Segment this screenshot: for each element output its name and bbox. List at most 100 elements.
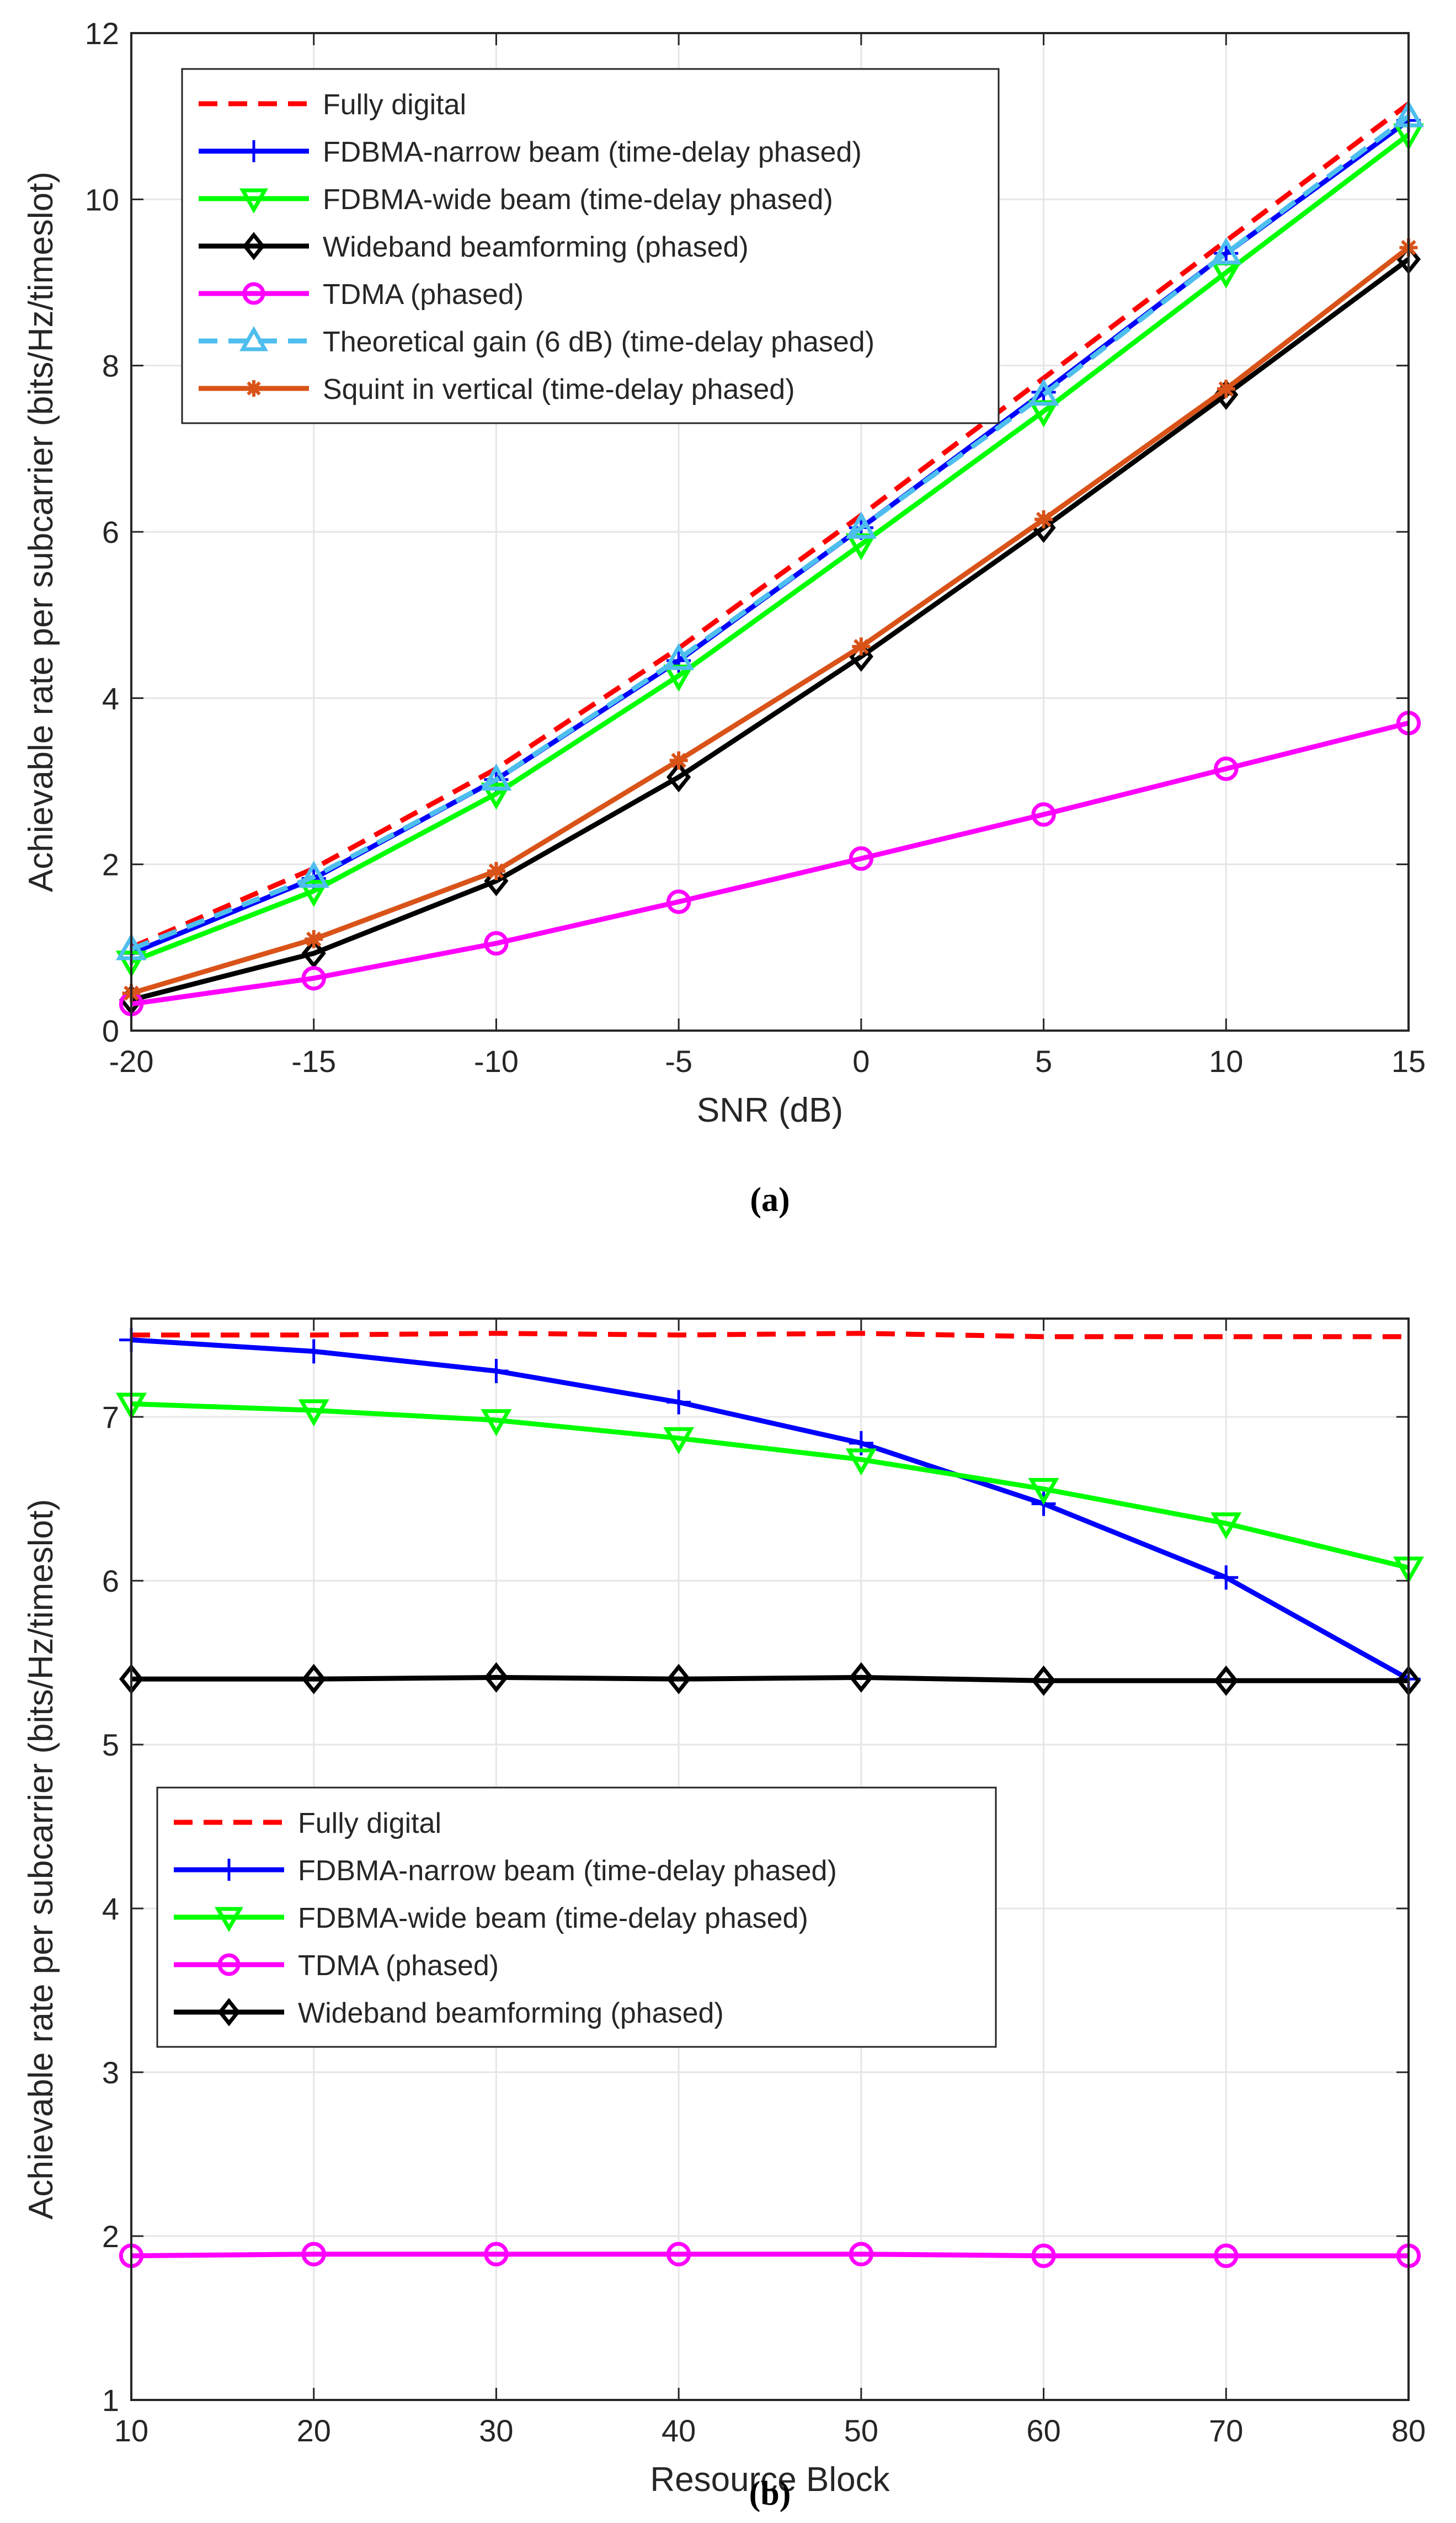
data-point (301, 1339, 326, 1364)
data-point (301, 2242, 326, 2266)
y-tick-label: 2 (102, 2219, 119, 2254)
y-tick-label: 1 (102, 2383, 119, 2418)
y-tick-label: 8 (102, 349, 119, 383)
series-line (130, 114, 1410, 952)
y-tick-label: 10 (85, 182, 119, 217)
data-point (298, 1399, 329, 1427)
legend-label: FDBMA-wide beam (time-delay phased) (323, 184, 833, 216)
y-tick-label: 6 (102, 1564, 119, 1598)
x-tick-label: 10 (1209, 1044, 1243, 1079)
legend-swatch-marker (214, 1907, 244, 1933)
series-line (130, 257, 1410, 1002)
legend-label: Fully digital (298, 1807, 441, 1839)
x-axis-label: Resource Block (650, 2461, 890, 2499)
series-line (130, 102, 1410, 950)
y-tick-label: 3 (102, 2055, 119, 2090)
x-tick-label: -10 (474, 1044, 519, 1079)
x-tick-label: 30 (479, 2413, 513, 2448)
legend-label: Wideband beamforming (phased) (323, 231, 749, 263)
legend-box (181, 68, 1000, 424)
series-4 (119, 1662, 1421, 1696)
x-tick-label: 80 (1391, 2413, 1426, 2448)
x-tick-label: -5 (665, 1044, 692, 1079)
data-point (484, 2242, 509, 2266)
data-point (484, 931, 509, 956)
x-axis-label: SNR (dB) (697, 1091, 843, 1129)
data-point (663, 1427, 695, 1454)
data-point (1210, 237, 1242, 265)
data-point (666, 1390, 691, 1415)
data-point (481, 782, 512, 810)
y-axis-label: Achievable rate per subcarrier (bits/Hz/… (22, 172, 60, 892)
data-point (849, 2242, 874, 2266)
x-tick-label: 0 (852, 1044, 870, 1079)
data-point (852, 637, 871, 656)
data-point (1214, 2243, 1239, 2268)
data-point (849, 846, 874, 871)
y-tick-label: 0 (102, 1014, 119, 1048)
legend-label: FDBMA-narrow beam (time-delay phased) (298, 1855, 837, 1887)
y-axis-label: Achievable rate per subcarrier (bits/Hz/… (22, 1499, 60, 2220)
x-tick-label: 60 (1026, 2413, 1060, 2448)
series-line (130, 246, 1410, 996)
legend-swatch-marker (239, 188, 269, 214)
y-tick-label: 7 (102, 1400, 119, 1434)
legend-swatch-marker (217, 1998, 241, 2026)
data-point (845, 511, 877, 539)
legend: Fully digital FDBMA-narrow beam (time-del… (181, 68, 1000, 424)
data-point (845, 1448, 877, 1476)
series-line (131, 1401, 1410, 1570)
legend-label: TDMA (phased) (298, 1950, 499, 1982)
data-point (298, 879, 329, 907)
data-point (1031, 1665, 1056, 1696)
legend-swatch-marker (243, 140, 265, 162)
x-tick-label: -20 (109, 1044, 154, 1079)
x-tick-label: 5 (1035, 1044, 1052, 1079)
x-tick-label: 15 (1391, 1044, 1426, 1079)
data-point (481, 763, 512, 791)
legend-swatch-marker (239, 326, 269, 351)
data-point (1210, 1512, 1242, 1540)
data-point (1214, 756, 1239, 781)
legend-swatch-marker (218, 1859, 240, 1881)
y-tick-label: 4 (102, 681, 119, 716)
data-point (301, 966, 326, 991)
data-point (301, 1663, 326, 1694)
data-point (481, 1409, 512, 1437)
legend-label: Fully digital (323, 89, 466, 121)
x-tick-label: 70 (1209, 2413, 1243, 2448)
legend-swatch-marker (217, 1953, 241, 1976)
data-point (1034, 510, 1053, 529)
legend-label: Squint in vertical (time-delay phased) (323, 374, 795, 406)
x-tick-label: 20 (297, 2413, 331, 2448)
data-point (487, 862, 505, 881)
legend-label: Wideband beamforming (phased) (298, 1997, 724, 2029)
data-point (1031, 2243, 1056, 2268)
axes-frame (130, 1317, 1410, 2401)
legend: Fully digital FDBMA-narrow beam (time-del… (156, 1786, 997, 2048)
data-point (305, 930, 323, 948)
x-tick-label: 40 (662, 2413, 696, 2448)
legend-swatch-marker (242, 282, 265, 305)
data-point (666, 2242, 691, 2266)
legend-swatch-marker (242, 232, 265, 260)
data-point (484, 1662, 509, 1693)
y-tick-label: 2 (102, 847, 119, 882)
x-tick-label: 50 (844, 2413, 878, 2448)
legend-label: FDBMA-wide beam (time-delay phased) (298, 1902, 808, 1934)
data-point (666, 1663, 691, 1694)
data-point (849, 1662, 873, 1693)
data-point (1028, 378, 1059, 406)
series-0 (131, 1331, 1409, 1340)
series-line (131, 1331, 1409, 1340)
data-point (301, 938, 326, 969)
series-line (131, 1337, 1410, 1682)
legend-swatch-marker (246, 380, 262, 397)
data-point (666, 761, 691, 793)
series-2 (115, 1393, 1425, 1584)
y-tick-label: 6 (102, 515, 119, 550)
data-point (1028, 1477, 1059, 1505)
series-line (131, 1674, 1409, 1683)
